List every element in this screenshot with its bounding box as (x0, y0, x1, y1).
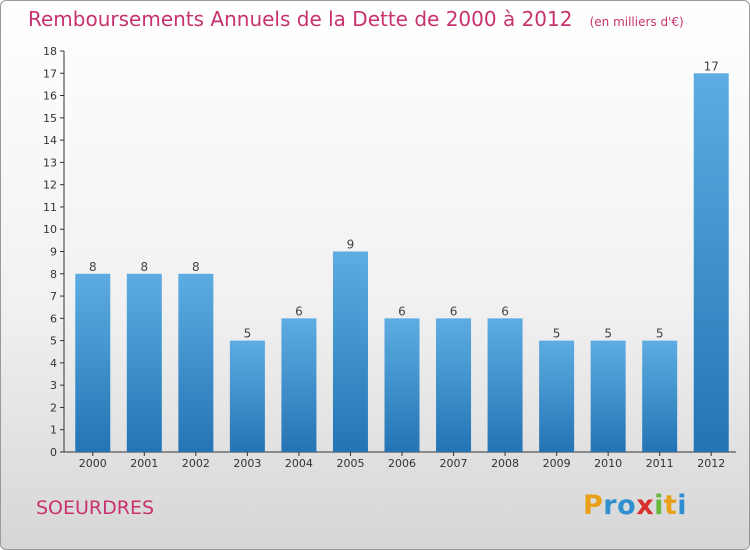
y-tick-label: 14 (43, 134, 57, 147)
bar (332, 251, 368, 452)
bar (693, 73, 729, 453)
y-tick-label: 16 (43, 90, 57, 103)
y-tick-label: 12 (43, 179, 57, 192)
logo-letter: i (654, 490, 664, 521)
bar (281, 318, 317, 452)
logo-letter: x (636, 490, 655, 521)
logo-letter: P (583, 490, 604, 521)
commune-name: SOEURDRES (36, 497, 155, 519)
bar (642, 340, 678, 452)
logo-letter: i (677, 490, 688, 521)
x-tick-label: 2009 (543, 457, 571, 470)
data-label: 8 (89, 260, 97, 274)
x-tick-label: 2006 (388, 457, 416, 470)
bar (75, 273, 111, 452)
y-tick-label: 8 (50, 268, 57, 281)
y-tick-label: 10 (43, 223, 57, 236)
bar (126, 273, 162, 452)
y-tick-label: 13 (43, 156, 57, 169)
y-tick-label: 7 (50, 290, 57, 303)
bar (436, 318, 472, 452)
data-label: 17 (704, 59, 719, 73)
chart-title: Remboursements Annuels de la Dette de 20… (28, 7, 573, 31)
chart-title-row: Remboursements Annuels de la Dette de 20… (28, 7, 684, 31)
x-tick-label: 2002 (182, 457, 210, 470)
bar (178, 273, 214, 452)
y-tick-label: 6 (50, 312, 57, 325)
bar (590, 340, 626, 452)
bar (384, 318, 420, 452)
x-tick-label: 2001 (130, 457, 158, 470)
y-tick-label: 0 (50, 446, 57, 459)
data-label: 6 (450, 304, 458, 318)
y-tick-label: 5 (50, 335, 57, 348)
y-tick-label: 11 (43, 201, 57, 214)
data-label: 8 (192, 260, 200, 274)
data-label: 6 (295, 304, 303, 318)
x-tick-label: 2011 (646, 457, 674, 470)
x-tick-label: 2004 (285, 457, 313, 470)
x-tick-label: 2012 (697, 457, 725, 470)
y-tick-label: 4 (50, 357, 57, 370)
y-tick-label: 3 (50, 379, 57, 392)
y-tick-label: 1 (50, 424, 57, 437)
y-tick-label: 15 (43, 112, 57, 125)
x-tick-label: 2000 (79, 457, 107, 470)
logo-letter: o (617, 490, 637, 521)
logo-letter: r (603, 490, 618, 521)
x-tick-label: 2007 (440, 457, 468, 470)
chart-bars (75, 73, 729, 453)
data-label: 9 (347, 238, 355, 252)
chart-unit: (en milliers d'€) (589, 15, 684, 29)
data-label: 5 (244, 327, 252, 341)
data-label: 6 (398, 304, 406, 318)
bar (229, 340, 265, 452)
proxiti-logo[interactable]: Proxiti (583, 490, 687, 521)
data-label: 5 (604, 327, 612, 341)
bar (539, 340, 575, 452)
data-label: 5 (553, 327, 561, 341)
bar (487, 318, 523, 452)
data-label: 5 (656, 327, 664, 341)
y-tick-label: 9 (50, 246, 57, 259)
x-tick-label: 2010 (594, 457, 622, 470)
x-tick-label: 2008 (491, 457, 519, 470)
x-tick-label: 2003 (233, 457, 261, 470)
y-tick-label: 18 (43, 45, 57, 58)
y-tick-label: 17 (43, 67, 57, 80)
data-label: 6 (501, 304, 509, 318)
data-label: 8 (140, 260, 148, 274)
chart-labels: 2000 8 2001 8 2002 8 2003 5 2004 6 2005 9 2006 6 2007 6… (79, 59, 725, 470)
y-tick-label: 2 (50, 401, 57, 414)
logo-letter: t (663, 490, 678, 521)
x-tick-label: 2005 (336, 457, 364, 470)
